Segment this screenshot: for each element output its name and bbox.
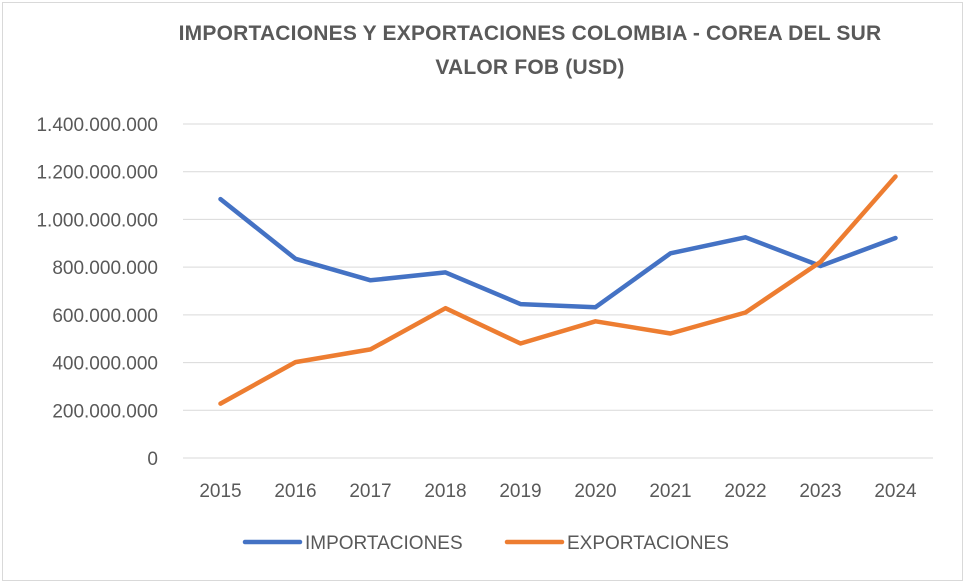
y-tick-label: 200.000.000 (52, 401, 158, 422)
chart-subtitle: VALOR FOB (USD) (435, 56, 625, 79)
chart-title: IMPORTACIONES Y EXPORTACIONES COLOMBIA -… (178, 22, 882, 45)
x-tick-label: 2024 (874, 481, 917, 502)
x-tick-label: 2019 (499, 481, 541, 502)
x-tick-label: 2015 (199, 481, 241, 502)
y-tick-label: 400.000.000 (52, 354, 158, 375)
y-tick-label: 1.400.000.000 (36, 115, 158, 136)
y-tick-label: 1.200.000.000 (36, 163, 158, 184)
x-tick-label: 2022 (724, 481, 766, 502)
y-tick-label: 800.000.000 (52, 258, 158, 279)
x-tick-label: 2018 (424, 481, 466, 502)
series-line-importaciones (218, 196, 898, 310)
y-tick-label: 600.000.000 (52, 306, 158, 327)
x-tick-label: 2016 (274, 481, 316, 502)
y-tick-label: 1.000.000.000 (36, 210, 158, 231)
y-tick-label: 0 (147, 449, 158, 470)
legend-label: IMPORTACIONES (305, 533, 463, 554)
x-tick-label: 2017 (349, 481, 391, 502)
legend-label: EXPORTACIONES (567, 533, 729, 554)
series-line-exportaciones (218, 174, 898, 406)
x-tick-label: 2023 (799, 481, 841, 502)
x-tick-label: 2020 (574, 481, 616, 502)
x-tick-label: 2021 (649, 481, 691, 502)
